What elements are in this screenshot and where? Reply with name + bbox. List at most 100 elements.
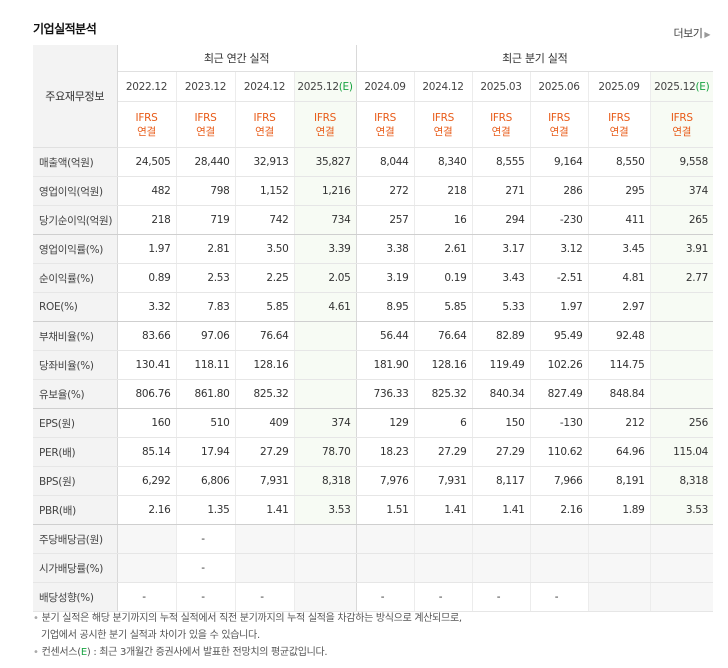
table-cell: 8,318 xyxy=(649,466,714,496)
table-cell xyxy=(649,379,714,409)
table-cell xyxy=(587,582,651,612)
row-label: 부채비율(%) xyxy=(33,321,118,351)
table-cell: 119.49 xyxy=(471,350,531,380)
table-cell xyxy=(355,553,415,583)
table-body: 매출액(억원) 24,505 28,440 32,913 35,827 8,044 8,34… xyxy=(33,147,714,612)
table-cell: 2.61 xyxy=(413,234,473,264)
type-kind: 연결 xyxy=(609,125,629,138)
table-cell xyxy=(649,292,714,322)
type-kind: 연결 xyxy=(549,125,569,138)
table-cell: -230 xyxy=(529,205,589,235)
table-cell: 7,931 xyxy=(413,466,473,496)
table-cell xyxy=(413,524,473,554)
table-cell: 24,505 xyxy=(116,147,176,177)
table-cell: 6,292 xyxy=(116,466,176,496)
type-kind: 연결 xyxy=(315,125,335,138)
table-row: PER(배) 85.14 17.94 27.29 78.70 18.23 27.29 27.2… xyxy=(33,437,714,467)
table-cell: 97.06 xyxy=(175,321,235,351)
table-cell: 2.16 xyxy=(116,495,176,525)
table-cell: - xyxy=(355,582,415,612)
table-cell: 64.96 xyxy=(587,437,651,467)
more-link-label: 더보기 xyxy=(673,27,703,40)
row-label: 당기순이익(억원) xyxy=(33,205,118,235)
period-date: 2025.09 xyxy=(598,80,640,93)
estimate-mark: (E) xyxy=(338,80,353,93)
table-cell: 76.64 xyxy=(413,321,473,351)
table-cell: 8,340 xyxy=(413,147,473,177)
more-link[interactable]: 더보기 ▶ xyxy=(673,25,710,41)
table-cell: 114.75 xyxy=(587,350,651,380)
period-date: 2025.03 xyxy=(480,80,522,93)
table-cell: 3.53 xyxy=(293,495,357,525)
table-cell xyxy=(649,321,714,351)
table-cell: - xyxy=(234,582,294,612)
table-cell xyxy=(234,524,294,554)
period-header: 2025.09 xyxy=(587,71,651,102)
table-row: BPS(원) 6,292 6,806 7,931 8,318 7,976 7,931 8,11… xyxy=(33,466,714,496)
table-cell xyxy=(293,379,357,409)
type-std: IFRS xyxy=(548,111,570,124)
table-cell: 3.53 xyxy=(649,495,714,525)
table-cell: 3.45 xyxy=(587,234,651,264)
table-cell: 3.50 xyxy=(234,234,294,264)
footnote-1b-text: 기업에서 공시한 분기 실적과 차이가 있을 수 있습니다. xyxy=(41,630,260,641)
table-cell: 32,913 xyxy=(234,147,294,177)
table-cell: 18.23 xyxy=(355,437,415,467)
type-header: IFRS 연결 xyxy=(175,101,235,148)
table-cell: 861.80 xyxy=(175,379,235,409)
table-cell: 8.95 xyxy=(355,292,415,322)
table-cell: 1,152 xyxy=(234,176,294,206)
type-std: IFRS xyxy=(314,111,336,124)
period-header: 2025.12(E) xyxy=(293,71,357,102)
table-cell: 4.81 xyxy=(587,263,651,293)
table-cell: 3.12 xyxy=(529,234,589,264)
table-cell: 102.26 xyxy=(529,350,589,380)
table-cell: 736.33 xyxy=(355,379,415,409)
table-cell: 9,164 xyxy=(529,147,589,177)
table-cell: 1.41 xyxy=(471,495,531,525)
type-header: IFRS 연결 xyxy=(649,101,714,148)
table-cell: 2.16 xyxy=(529,495,589,525)
table-row: 매출액(억원) 24,505 28,440 32,913 35,827 8,044 8,34… xyxy=(33,147,714,177)
table-cell: 16 xyxy=(413,205,473,235)
type-header: IFRS 연결 xyxy=(234,101,294,148)
table-cell: 825.32 xyxy=(413,379,473,409)
table-cell: 110.62 xyxy=(529,437,589,467)
row-label: BPS(원) xyxy=(33,466,118,496)
table-cell: 92.48 xyxy=(587,321,651,351)
row-label: PBR(배) xyxy=(33,495,118,525)
table-cell: 115.04 xyxy=(649,437,714,467)
table-cell: 9,558 xyxy=(649,147,714,177)
row-label: EPS(원) xyxy=(33,408,118,438)
table-cell: 5.85 xyxy=(234,292,294,322)
table-cell: 2.97 xyxy=(587,292,651,322)
table-cell: 1.89 xyxy=(587,495,651,525)
type-kind: 연결 xyxy=(375,125,395,138)
table-cell: 129 xyxy=(355,408,415,438)
period-header: 2022.12 xyxy=(116,71,176,102)
table-cell xyxy=(529,524,589,554)
table-cell: 1.35 xyxy=(175,495,235,525)
table-cell: 7,966 xyxy=(529,466,589,496)
type-header: IFRS 연결 xyxy=(413,101,473,148)
period-date: 2025.12 xyxy=(297,80,339,93)
table-row: 영업이익(억원) 482 798 1,152 1,216 272 218 271 286 295 3… xyxy=(33,176,714,206)
period-header: 2024.12 xyxy=(413,71,473,102)
table-row: EPS(원) 160 510 409 374 129 6 150 -130 212 256 xyxy=(33,408,714,438)
table-cell: 6 xyxy=(413,408,473,438)
type-header: IFRS 연결 xyxy=(471,101,531,148)
table-row: PBR(배) 2.16 1.35 1.41 3.53 1.51 1.41 1.41 2.16 1.… xyxy=(33,495,714,525)
table-cell xyxy=(587,524,651,554)
table-cell: 27.29 xyxy=(413,437,473,467)
table-cell: 827.49 xyxy=(529,379,589,409)
table-cell: 257 xyxy=(355,205,415,235)
table-cell xyxy=(471,524,531,554)
type-kind: 연결 xyxy=(196,125,215,138)
table-cell xyxy=(116,524,176,554)
period-header: 2025.03 xyxy=(471,71,531,102)
period-date: 2025.12 xyxy=(654,80,696,93)
table-cell: 5.85 xyxy=(413,292,473,322)
table-cell: 83.66 xyxy=(116,321,176,351)
row-label: 영업이익률(%) xyxy=(33,234,118,264)
table-cell: - xyxy=(175,582,235,612)
